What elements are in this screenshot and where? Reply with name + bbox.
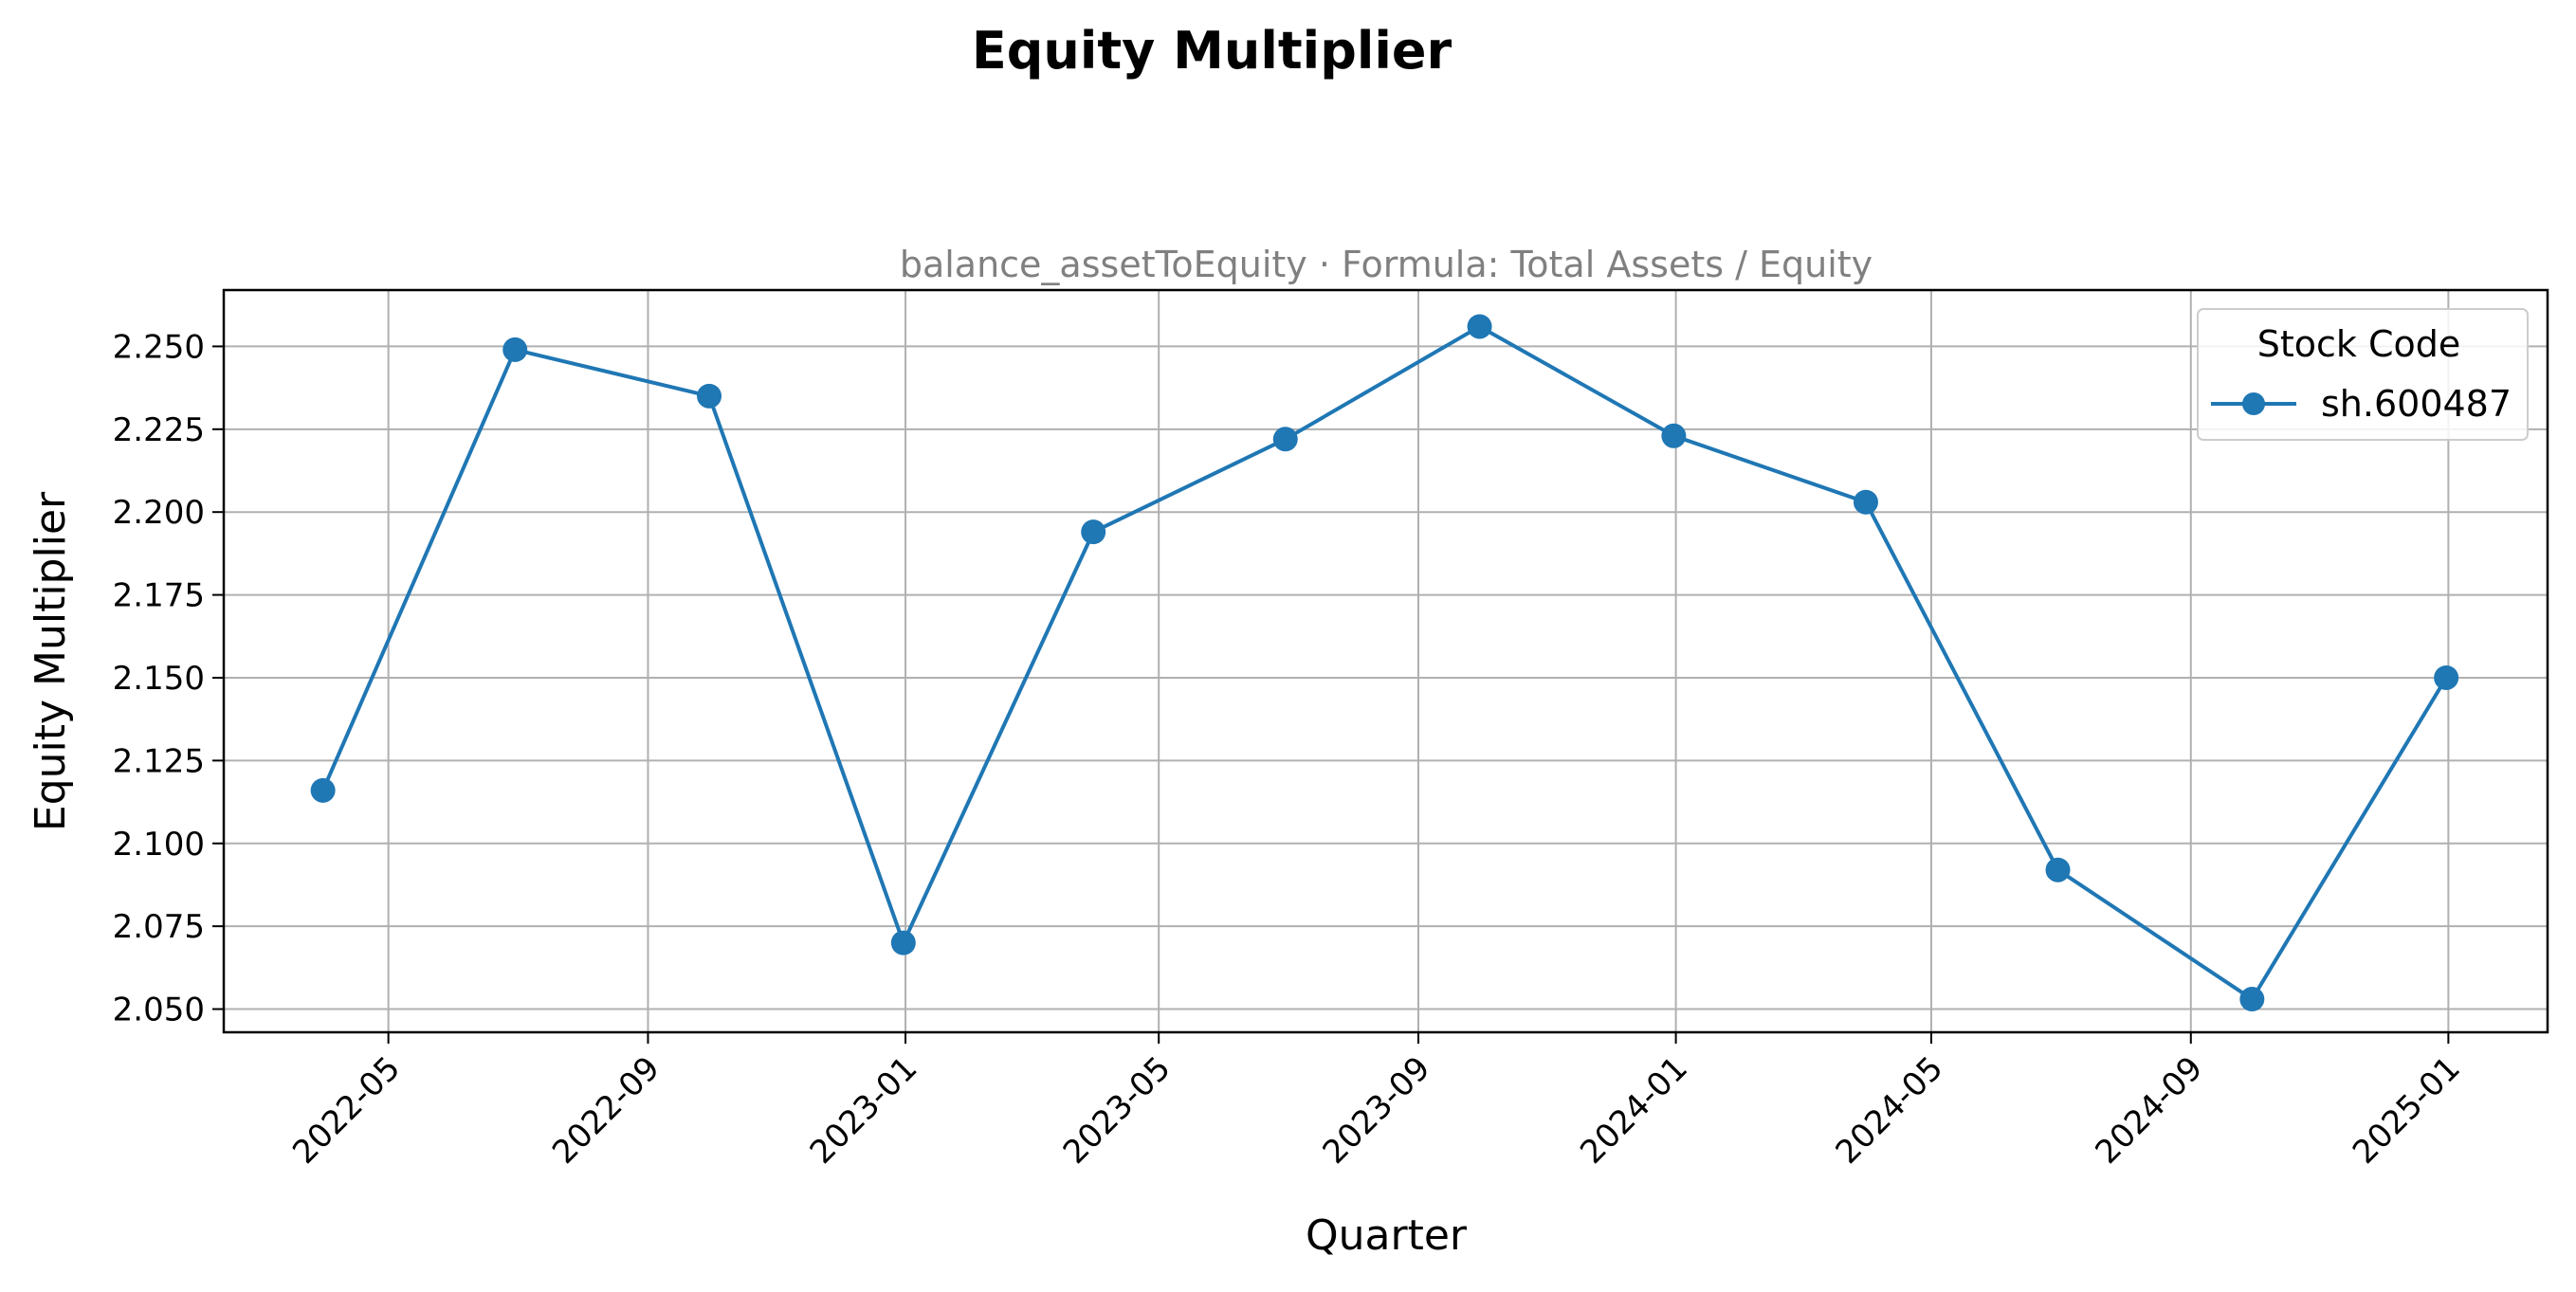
y-tick-label: 2.050 [113,992,205,1029]
y-tick-label: 2.150 [113,660,205,698]
data-point [1272,427,1298,452]
data-point [697,383,722,409]
x-tick-label: 2023-05 [1056,1049,1178,1172]
series-layer [310,314,2459,1012]
y-tick-label: 2.250 [113,328,205,366]
axes: 2.050 2.075 2.100 2.125 2.150 2.175 2.200 2.225… [113,328,2468,1171]
x-tick-label: 2025-01 [2346,1049,2468,1172]
x-tick-label: 2023-01 [803,1049,925,1172]
data-point [1853,489,1878,515]
data-point [502,337,528,362]
data-point [2045,857,2071,883]
data-point [890,930,916,955]
x-tick-label: 2024-01 [1573,1049,1695,1172]
chart-subtitle: balance_assetToEquity · Formula: Total A… [900,244,1873,285]
y-axis-label: Equity Multiplier [27,491,75,831]
data-point [2239,987,2265,1012]
chart-title: Equity Multiplier [972,21,1452,81]
grid [224,290,2548,1032]
legend-box [2197,308,2529,441]
plot-frame [222,288,2549,1034]
y-tick-label: 2.175 [113,577,205,615]
data-point [1661,423,1687,448]
y-tick-label: 2.225 [113,411,205,449]
legend: Stock Code sh.600487 [2197,308,2529,441]
data-point [1467,314,1492,339]
data-point [310,777,336,803]
legend-title: Stock Code [2257,323,2461,365]
x-tick-label: 2023-09 [1316,1049,1438,1172]
legend-point-marker [2242,392,2265,415]
y-tick-label: 2.100 [113,826,205,864]
x-tick-label: 2022-05 [285,1049,408,1172]
series-line [320,324,2448,1002]
y-tick-label: 2.200 [113,494,205,532]
y-tick-label: 2.125 [113,742,205,780]
data-point [1081,519,1106,545]
data-point [2434,664,2459,690]
legend-label: sh.600487 [2321,383,2512,425]
x-tick-label: 2024-05 [1829,1049,1951,1172]
x-tick-label: 2024-09 [2088,1049,2210,1172]
x-tick-label: 2022-09 [545,1049,667,1172]
y-tick-label: 2.075 [113,908,205,946]
x-axis-label: Quarter [1306,1211,1468,1260]
